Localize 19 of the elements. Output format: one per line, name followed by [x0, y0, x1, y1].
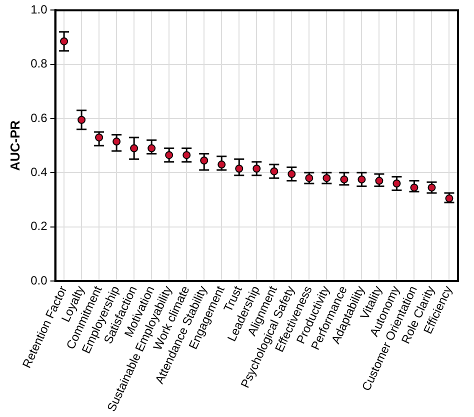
point	[148, 144, 156, 152]
y-tick-label: 0.2	[30, 219, 48, 234]
y-tick-label: 0.0	[30, 273, 48, 288]
y-tick-label: 1.0	[30, 2, 48, 17]
point	[375, 176, 384, 185]
point	[112, 138, 121, 146]
point	[60, 37, 68, 46]
y-tick-label: 0.8	[30, 56, 48, 71]
point	[78, 116, 86, 124]
point	[340, 175, 348, 184]
point	[200, 156, 208, 164]
y-tick-label: 0.6	[30, 110, 48, 125]
point	[130, 144, 138, 152]
y-axis-title: AUC-PR	[7, 120, 22, 171]
point	[410, 184, 418, 192]
point	[235, 164, 244, 173]
point	[95, 133, 104, 142]
point	[218, 160, 226, 169]
y-tick-label: 0.4	[30, 164, 48, 179]
